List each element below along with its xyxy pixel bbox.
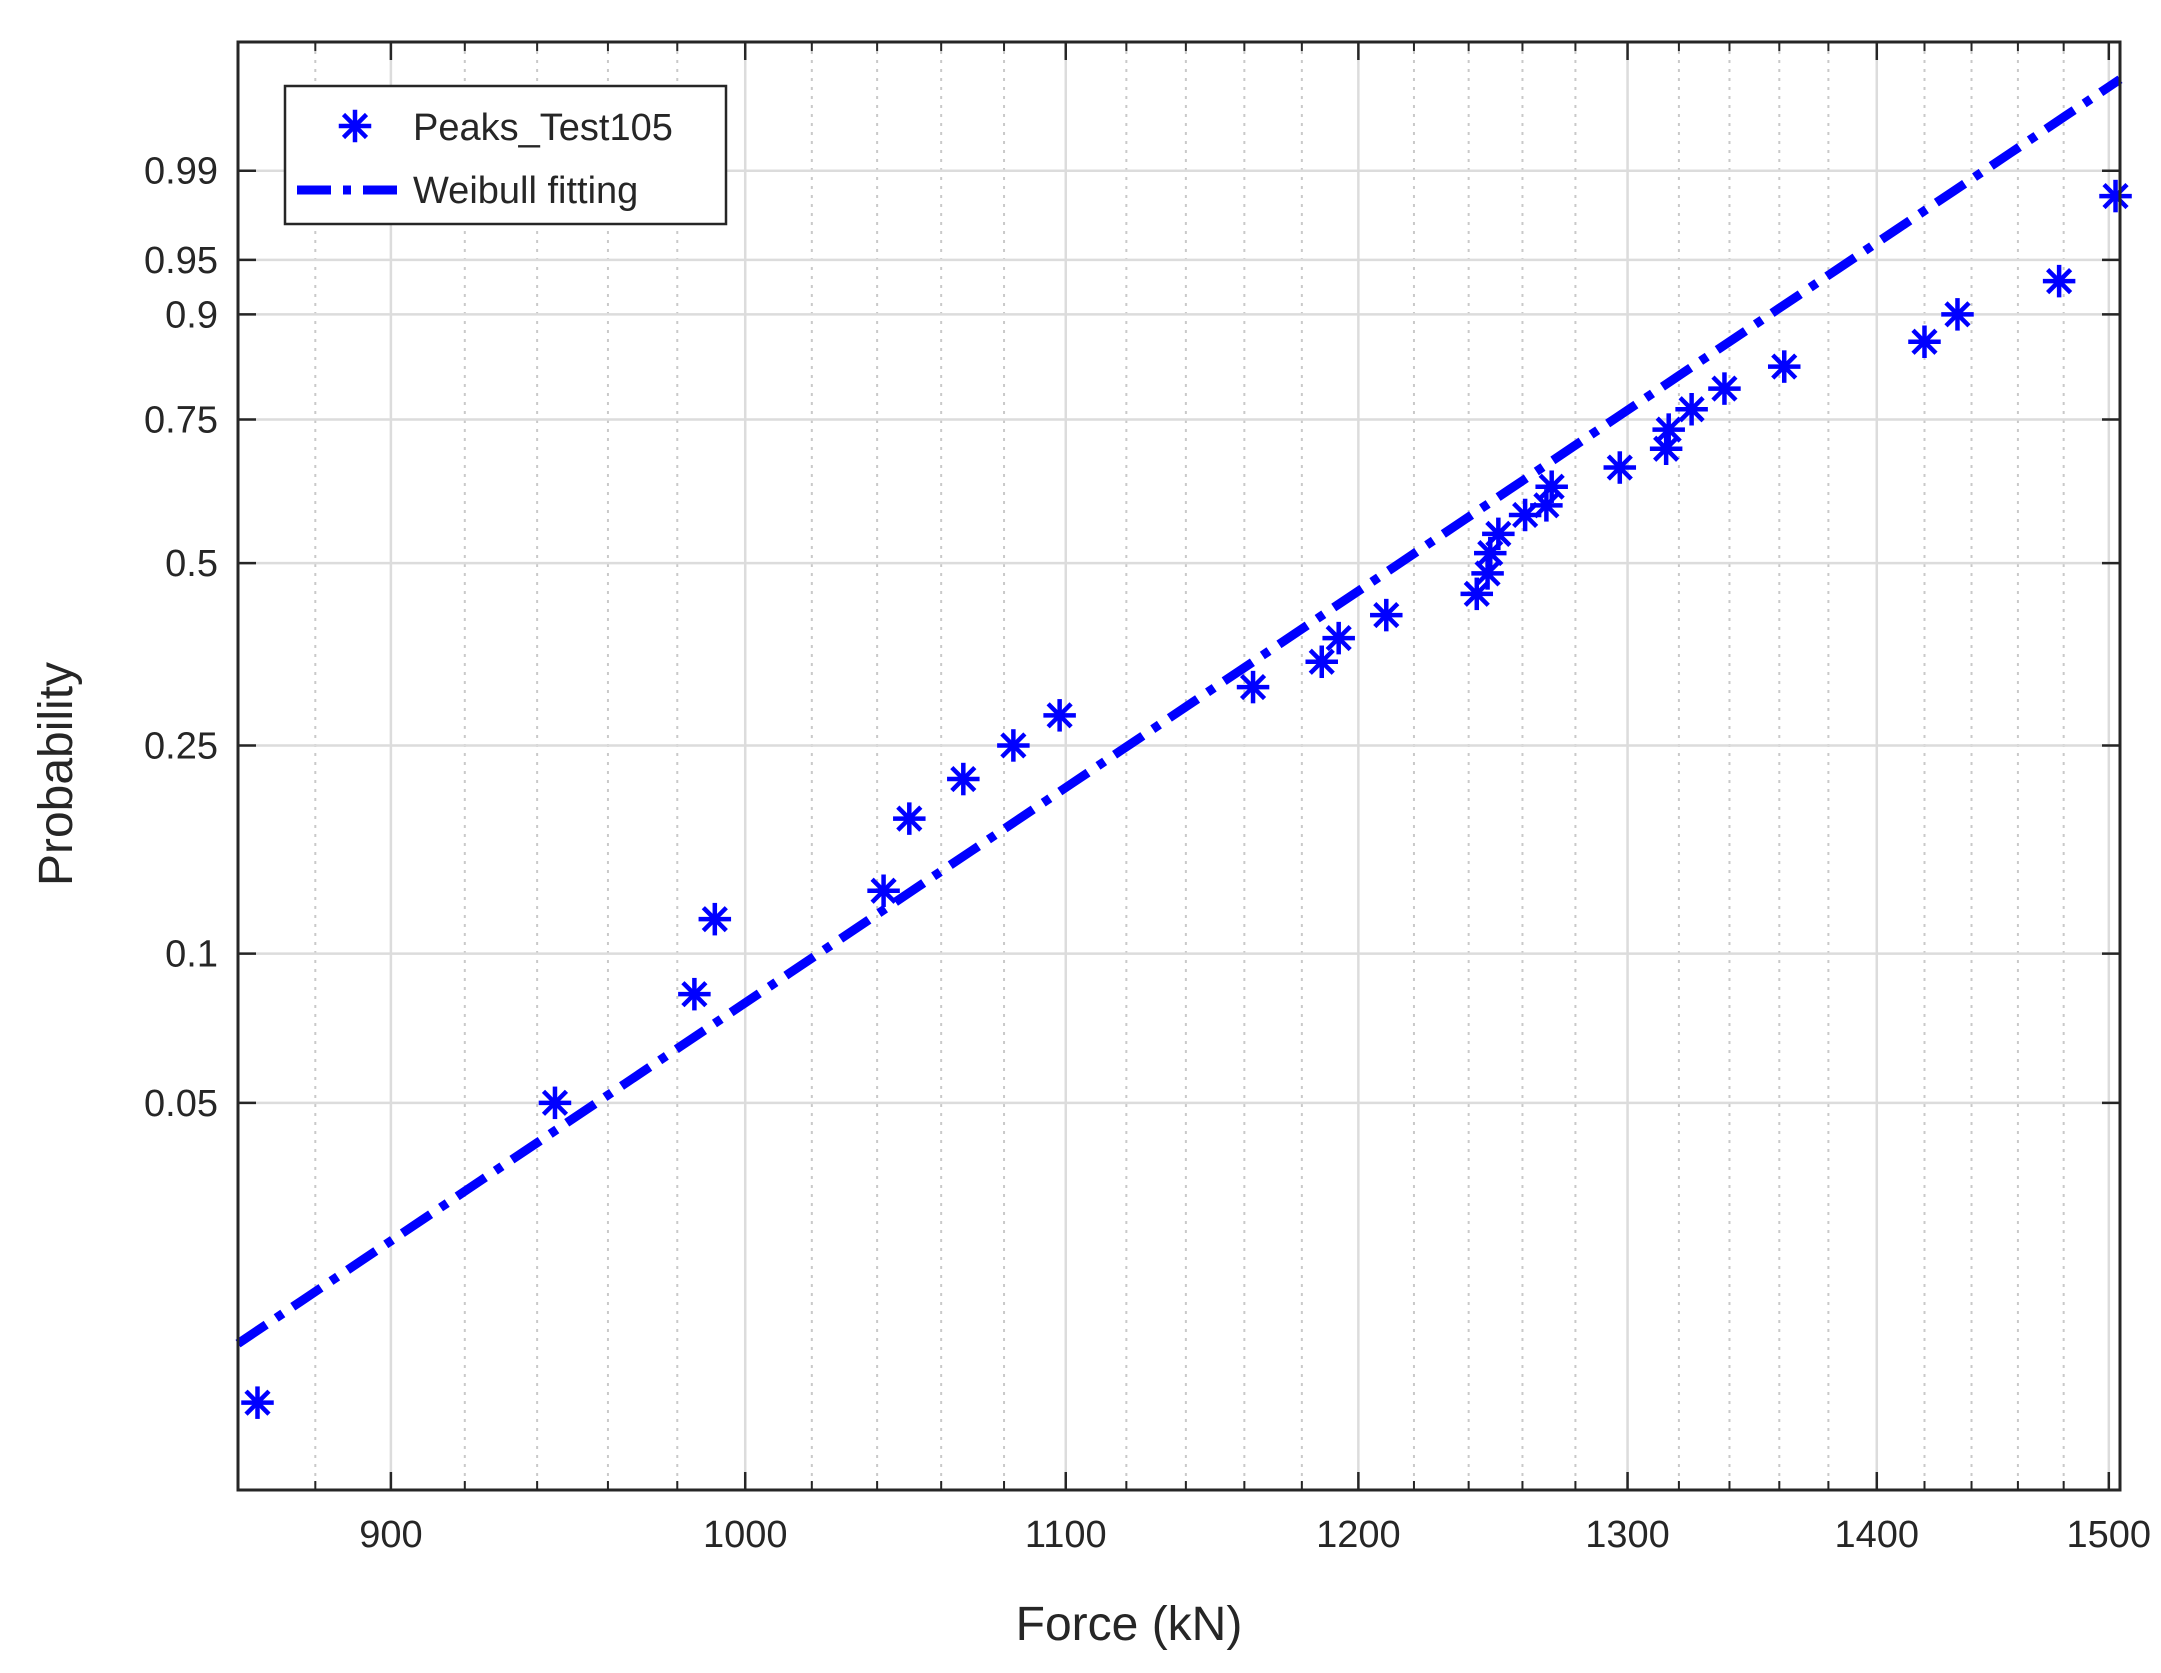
data-point <box>698 902 732 936</box>
data-point <box>1305 645 1338 679</box>
data-point <box>1530 489 1563 522</box>
data-point <box>2099 179 2132 213</box>
data-point <box>1652 413 1685 446</box>
data-point <box>538 1086 572 1120</box>
y-tick-label: 0.05 <box>144 1083 218 1125</box>
data-point <box>1535 470 1568 503</box>
data-point <box>1603 451 1637 484</box>
x-tick-label: 1300 <box>1585 1514 1670 1556</box>
data-point <box>1649 432 1683 465</box>
data-point <box>997 729 1030 762</box>
legend-box <box>283 84 728 226</box>
y-tick-label: 0.1 <box>165 934 218 976</box>
data-point <box>1908 325 1941 359</box>
axes-layer <box>236 40 2122 1492</box>
x-tick-label: 1200 <box>1316 1514 1401 1556</box>
x-axis-label: Force (kN) <box>1016 1598 1243 1651</box>
data-point <box>1941 298 1974 331</box>
data-point <box>947 762 980 796</box>
data-point <box>1322 621 1355 655</box>
data-point <box>2042 264 2076 298</box>
legend-label-peaks: Peaks_Test105 <box>413 107 673 149</box>
legend-marker-peaks <box>338 109 372 143</box>
y-tick-label: 0.99 <box>144 151 218 193</box>
x-tick-label: 1100 <box>1025 1514 1107 1556</box>
x-tick-label: 1000 <box>703 1514 788 1556</box>
fit-layer <box>235 75 2123 1348</box>
weibull-fit-line <box>235 75 2123 1348</box>
y-tick-label: 0.95 <box>144 240 218 282</box>
data-point <box>1675 393 1708 426</box>
y-tick-label: 0.5 <box>165 543 218 585</box>
data-point <box>1236 670 1270 704</box>
x-tick-label: 1400 <box>1835 1514 1920 1556</box>
grid-layer <box>238 42 2120 1490</box>
labels-layer: 900 1000 1100 1200 1300 1400 1500 0.05 0.1 0.25 0.… <box>30 151 2151 1651</box>
points-layer <box>241 179 2132 1419</box>
legend: Peaks_Test105 Weibull fitting <box>283 84 728 226</box>
x-tick-label: 1500 <box>2067 1514 2152 1556</box>
data-point <box>1482 517 1515 551</box>
data-point <box>678 977 711 1011</box>
data-point <box>1043 699 1076 732</box>
data-point <box>893 802 926 835</box>
axes-box <box>236 40 2122 1492</box>
data-point <box>1370 598 1403 632</box>
y-tick-label: 0.9 <box>165 294 218 336</box>
y-tick-label: 0.25 <box>144 725 218 767</box>
data-point <box>1471 557 1504 590</box>
data-point <box>1767 350 1801 383</box>
legend-label-weibull: Weibull fitting <box>413 170 638 212</box>
data-point <box>1474 536 1507 570</box>
y-axis-label: Probability <box>30 662 83 886</box>
data-point <box>241 1386 274 1419</box>
x-tick-label: 900 <box>359 1514 422 1556</box>
data-point <box>1708 372 1741 405</box>
data-point <box>867 874 900 907</box>
y-tick-label: 0.75 <box>144 400 218 442</box>
